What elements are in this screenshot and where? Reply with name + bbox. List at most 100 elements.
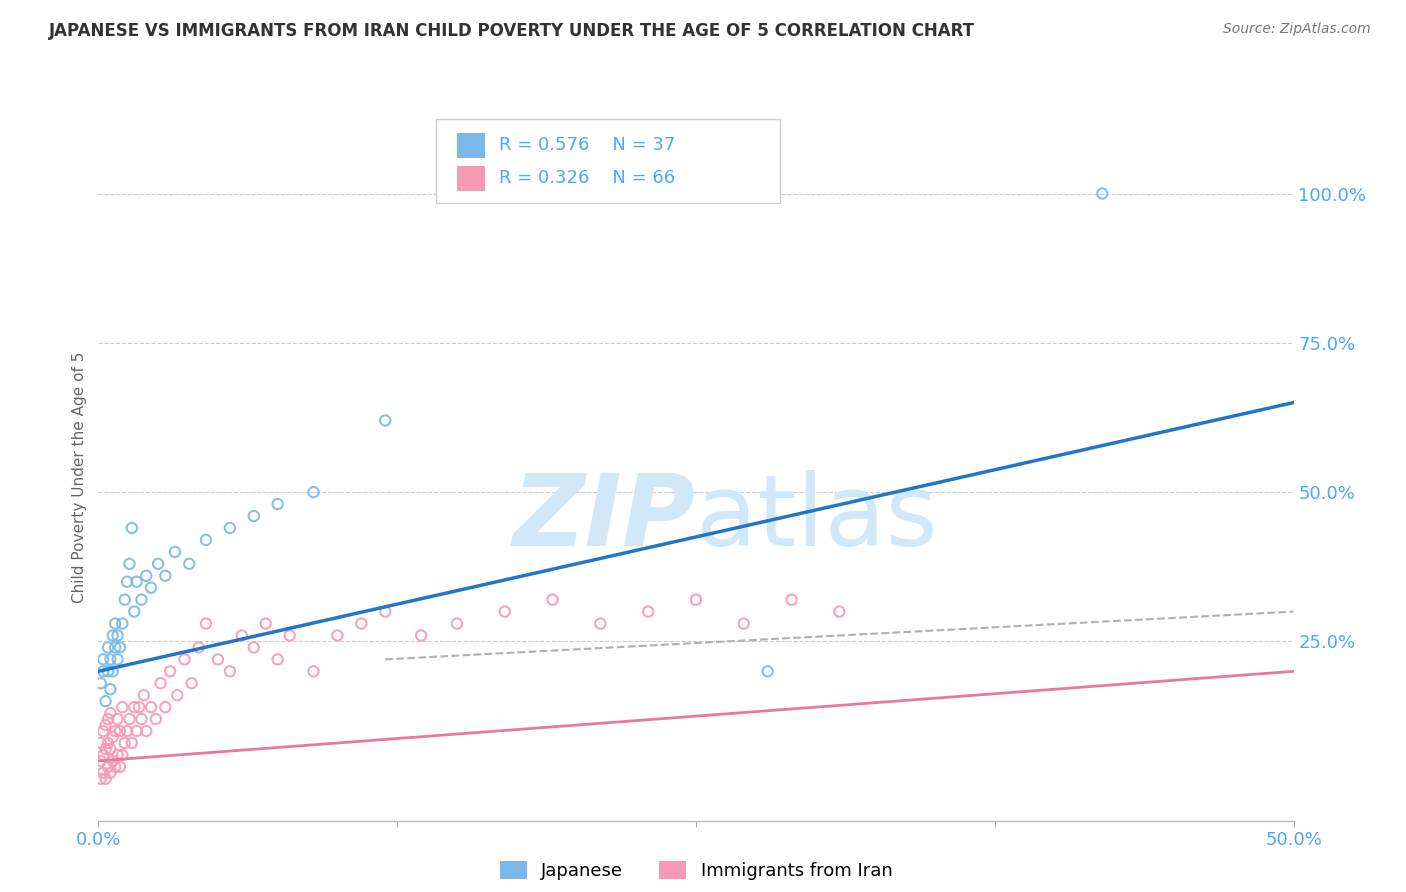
Point xyxy=(132,688,155,702)
Point xyxy=(267,497,290,511)
Point xyxy=(114,592,136,607)
Point xyxy=(637,605,659,619)
Point xyxy=(98,682,122,697)
Legend: Japanese, Immigrants from Iran: Japanese, Immigrants from Iran xyxy=(492,854,900,888)
Point xyxy=(124,700,146,714)
Point xyxy=(231,628,253,642)
Point xyxy=(446,616,468,631)
Point xyxy=(131,712,153,726)
Point xyxy=(97,712,120,726)
Point xyxy=(139,581,162,595)
Point xyxy=(494,605,516,619)
Point xyxy=(94,694,117,708)
Point xyxy=(733,616,755,631)
Point xyxy=(180,676,202,690)
Y-axis label: Child Poverty Under the Age of 5: Child Poverty Under the Age of 5 xyxy=(72,351,87,603)
Point xyxy=(756,665,779,679)
Point xyxy=(91,765,114,780)
Point xyxy=(125,574,148,589)
Text: JAPANESE VS IMMIGRANTS FROM IRAN CHILD POVERTY UNDER THE AGE OF 5 CORRELATION CH: JAPANESE VS IMMIGRANTS FROM IRAN CHILD P… xyxy=(49,22,976,40)
Point xyxy=(155,568,177,582)
Point xyxy=(101,665,124,679)
Point xyxy=(278,628,301,642)
Point xyxy=(166,688,188,702)
Point xyxy=(187,640,209,655)
Point xyxy=(302,485,325,500)
Point xyxy=(91,652,114,666)
Point xyxy=(115,574,138,589)
Point xyxy=(124,605,146,619)
Point xyxy=(685,592,707,607)
Point xyxy=(219,521,242,535)
Text: R = 0.326    N = 66: R = 0.326 N = 66 xyxy=(499,169,675,187)
Point xyxy=(101,730,124,744)
Point xyxy=(374,605,396,619)
Point xyxy=(108,760,131,774)
Point xyxy=(101,628,124,642)
Point xyxy=(104,616,127,631)
Point xyxy=(1091,186,1114,201)
Text: Source: ZipAtlas.com: Source: ZipAtlas.com xyxy=(1223,22,1371,37)
Point xyxy=(91,724,114,739)
Point xyxy=(97,760,120,774)
Point xyxy=(90,772,112,786)
Point xyxy=(326,628,349,642)
Point xyxy=(194,533,218,547)
Point xyxy=(125,724,148,739)
Point xyxy=(163,545,186,559)
Point xyxy=(94,772,117,786)
Point xyxy=(90,754,112,768)
Point xyxy=(108,640,131,655)
Point xyxy=(101,754,124,768)
Text: ZIP: ZIP xyxy=(513,470,696,567)
Point xyxy=(145,712,167,726)
Point xyxy=(243,509,266,524)
Point xyxy=(267,652,290,666)
Point xyxy=(107,628,129,642)
Point xyxy=(131,592,153,607)
Point xyxy=(780,592,803,607)
Point xyxy=(107,652,129,666)
Point xyxy=(128,700,150,714)
Point xyxy=(111,616,134,631)
Point xyxy=(107,712,129,726)
Point xyxy=(107,747,129,762)
Point xyxy=(243,640,266,655)
Point xyxy=(97,665,120,679)
Point xyxy=(97,736,120,750)
Point xyxy=(149,676,172,690)
Point xyxy=(159,665,181,679)
Point xyxy=(111,700,134,714)
Text: R = 0.576    N = 37: R = 0.576 N = 37 xyxy=(499,136,675,154)
Point xyxy=(91,747,114,762)
Point xyxy=(254,616,277,631)
Point xyxy=(104,760,127,774)
Point xyxy=(115,724,138,739)
Point xyxy=(90,736,112,750)
Point xyxy=(179,557,201,571)
Point xyxy=(589,616,612,631)
Point xyxy=(148,557,170,571)
Point xyxy=(302,665,325,679)
Point xyxy=(139,700,162,714)
Point xyxy=(94,742,117,756)
Point xyxy=(104,724,127,739)
Point xyxy=(121,521,143,535)
Point xyxy=(374,413,396,427)
Point xyxy=(114,736,136,750)
Point xyxy=(94,718,117,732)
Point xyxy=(90,676,112,690)
Point xyxy=(207,652,229,666)
Point xyxy=(194,616,218,631)
Text: atlas: atlas xyxy=(696,470,938,567)
Point xyxy=(135,724,157,739)
Point xyxy=(121,736,143,750)
Point xyxy=(98,742,122,756)
Point xyxy=(108,724,131,739)
Point xyxy=(350,616,373,631)
Point xyxy=(541,592,564,607)
Point xyxy=(411,628,433,642)
Point xyxy=(97,640,120,655)
Point xyxy=(828,605,851,619)
Point xyxy=(104,640,127,655)
